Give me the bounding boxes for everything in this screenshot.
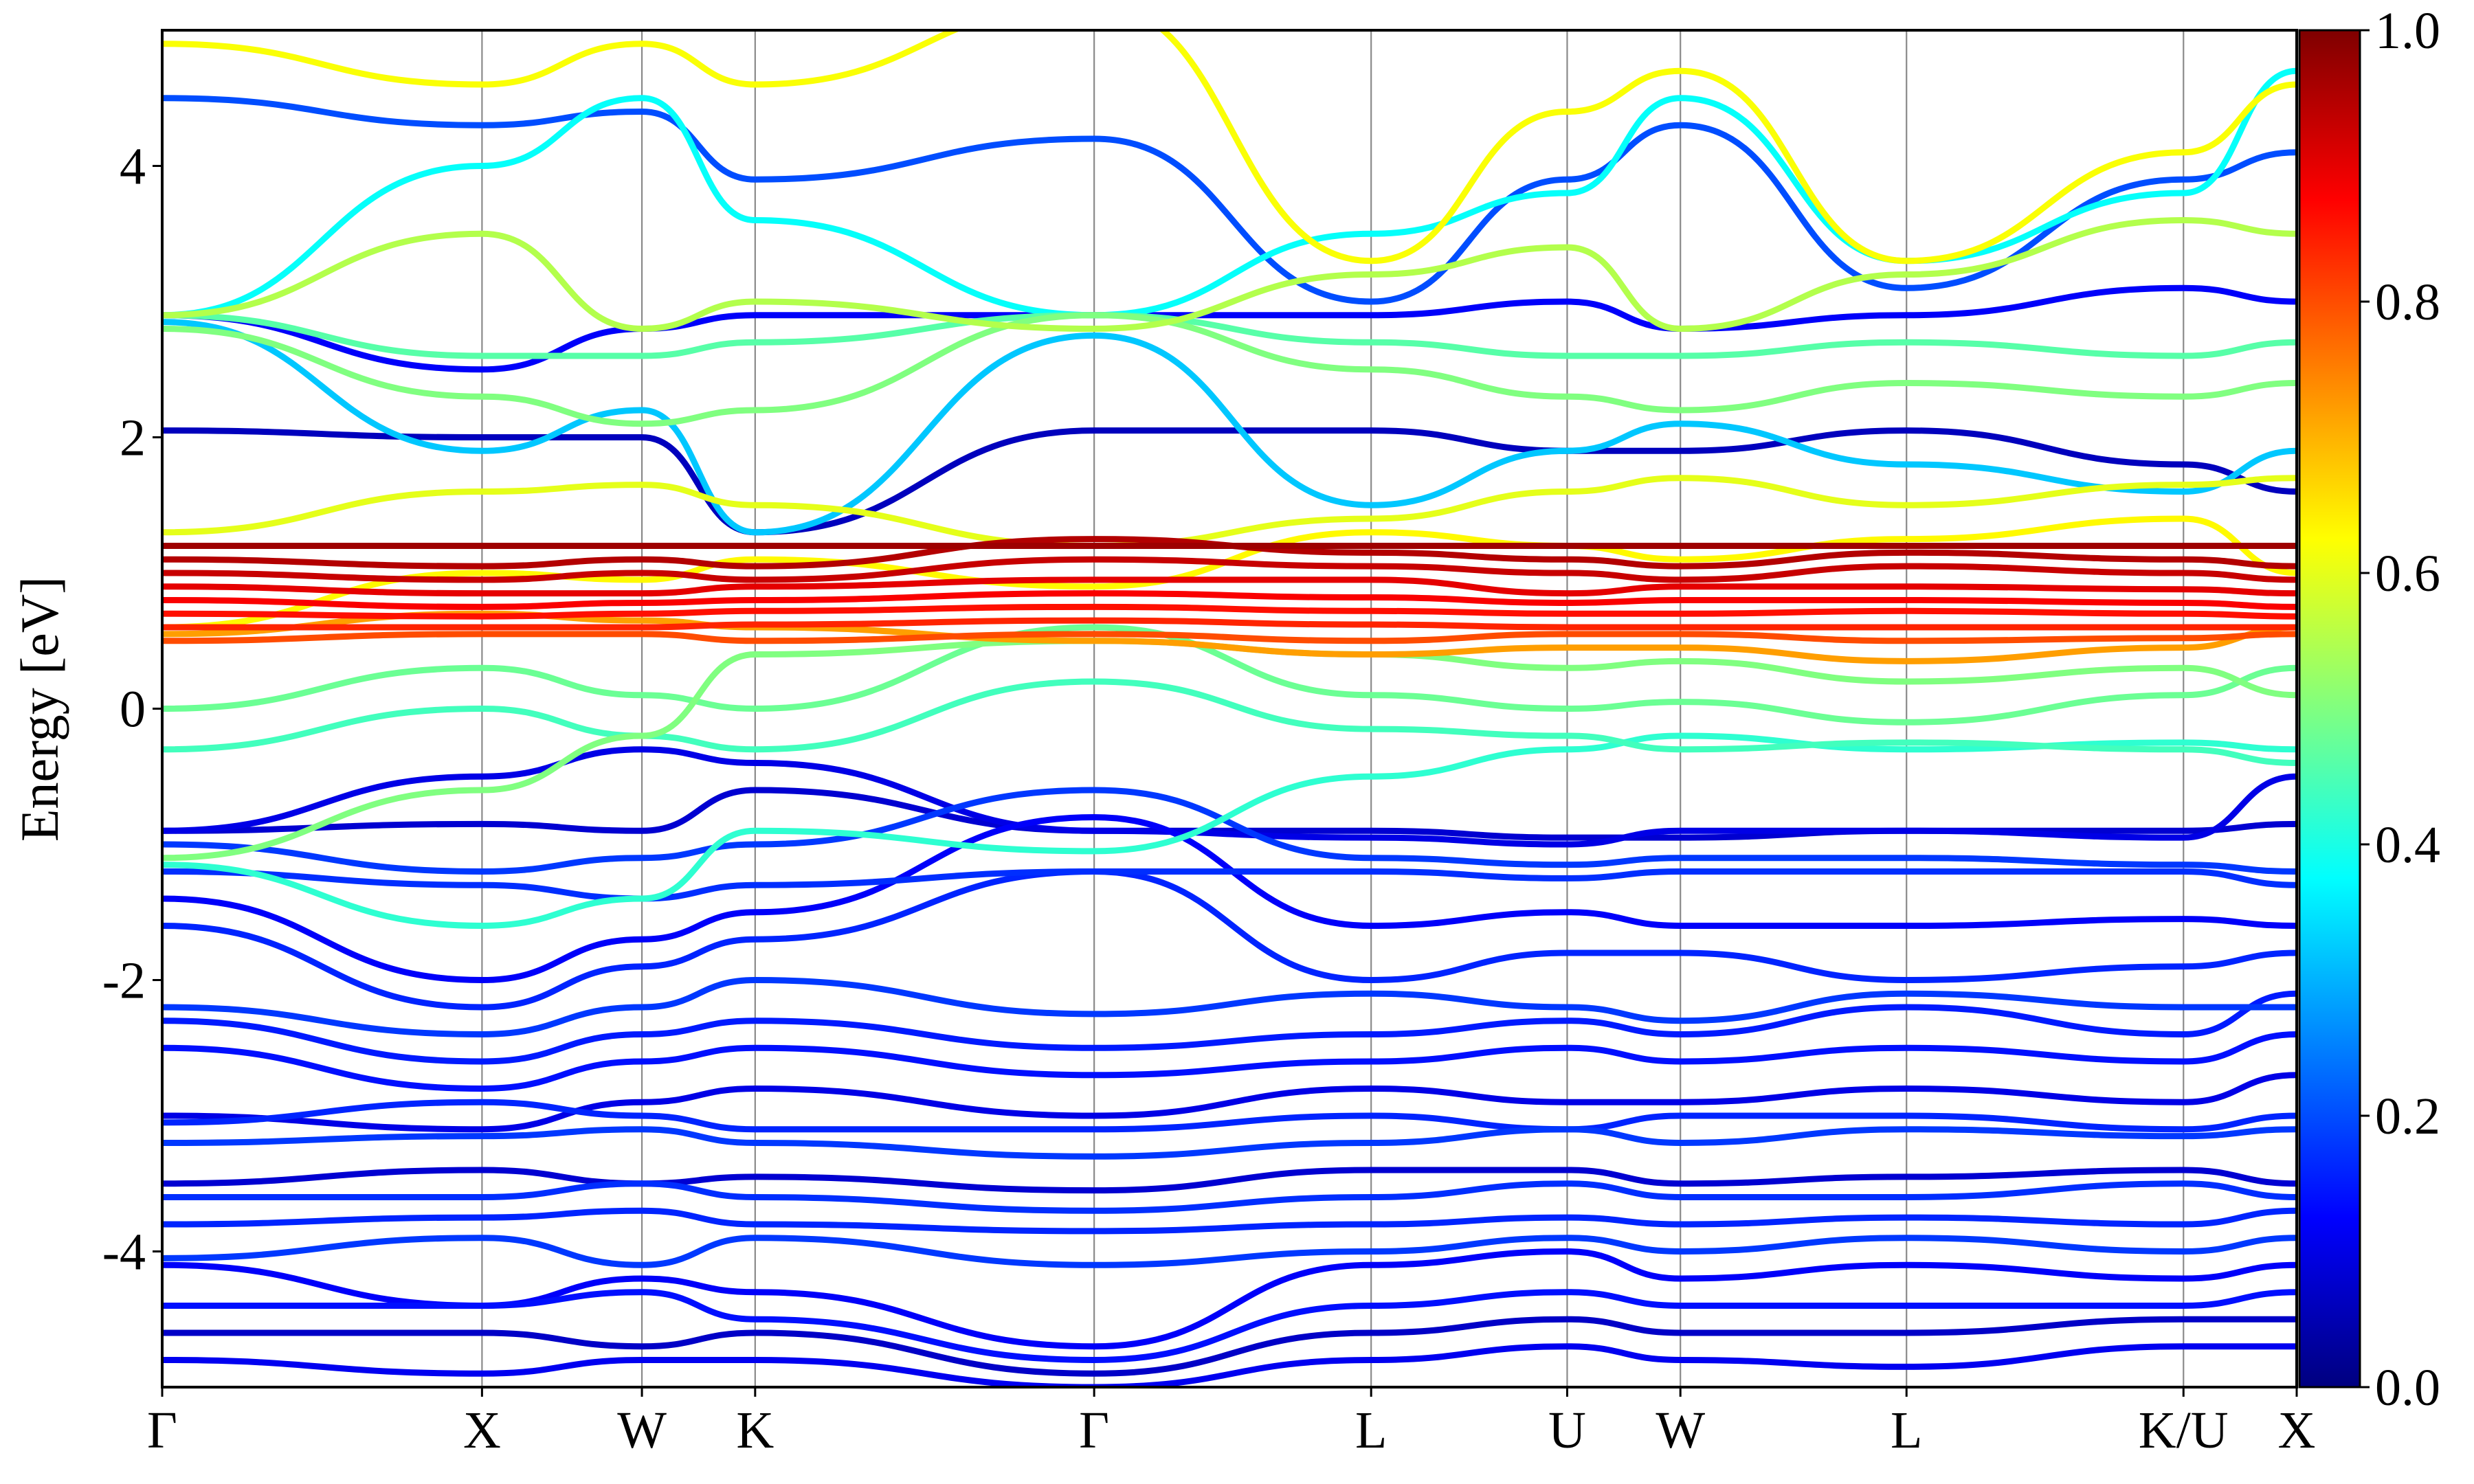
band-line xyxy=(162,556,2297,583)
band-line xyxy=(162,1248,2297,1350)
band-line xyxy=(162,990,2297,1065)
band-line xyxy=(162,1099,2297,1133)
band-line xyxy=(162,536,2297,570)
x-tick-label: X xyxy=(463,1402,501,1459)
x-tick-label: L xyxy=(1355,1402,1387,1459)
band-line xyxy=(162,95,2297,305)
y-axis: 4 2 0 -2 -4 xyxy=(102,138,162,1281)
colorbar-tick-label: 0.2 xyxy=(2375,1088,2440,1145)
band-line xyxy=(162,1316,2297,1377)
band-line xyxy=(162,319,2297,536)
band-line xyxy=(162,576,2297,597)
band-line xyxy=(162,868,2297,902)
band-line xyxy=(162,868,2297,1011)
colorbar xyxy=(2298,29,2361,1389)
y-tick-label: 4 xyxy=(120,138,146,196)
band-line xyxy=(162,1180,2297,1214)
band-line xyxy=(162,312,2297,359)
x-tick-label: L xyxy=(1891,1402,1922,1459)
band-line xyxy=(162,1126,2297,1160)
band-line xyxy=(162,814,2297,983)
x-tick-label: Γ xyxy=(147,1402,177,1459)
colorbar-tick-label: 0.6 xyxy=(2375,545,2440,603)
band-line xyxy=(162,1072,2297,1133)
y-tick-label: 0 xyxy=(120,681,146,739)
band-line xyxy=(162,977,2297,1037)
x-axis: Γ X W K Γ L U W L K/U X xyxy=(147,1387,2315,1459)
band-line xyxy=(162,1235,2297,1268)
band-line xyxy=(162,1289,2297,1363)
band-line xyxy=(162,603,2297,620)
x-tick-label: K/U xyxy=(2139,1402,2229,1459)
band-lines xyxy=(162,30,2297,1387)
x-tick-label: K xyxy=(736,1402,774,1459)
band-line xyxy=(162,787,2297,875)
band-line xyxy=(162,1343,2297,1387)
y-tick-label: 2 xyxy=(120,409,146,467)
x-tick-label: W xyxy=(617,1402,667,1459)
band-line xyxy=(162,631,2297,644)
y-axis-label: Energy [eV] xyxy=(10,576,69,842)
band-line xyxy=(162,732,2297,929)
colorbar-tick-label: 0.0 xyxy=(2375,1359,2440,1417)
colorbar-tick-label: 1.0 xyxy=(2375,2,2440,60)
x-tick-label: Γ xyxy=(1079,1402,1109,1459)
band-line xyxy=(162,217,2297,332)
band-line xyxy=(162,475,2297,549)
x-tick-label: U xyxy=(1548,1402,1586,1459)
band-line xyxy=(162,30,2297,265)
band-line xyxy=(162,312,2297,427)
band-line xyxy=(162,624,2297,726)
x-tick-label: X xyxy=(2278,1402,2316,1459)
y-tick-label: -4 xyxy=(102,1224,146,1281)
band-line xyxy=(162,590,2297,610)
band-line xyxy=(162,427,2297,536)
colorbar-axis: 0.0 0.2 0.4 0.6 0.8 1.0 xyxy=(2360,2,2440,1417)
band-line xyxy=(162,617,2297,631)
y-tick-label: -2 xyxy=(102,952,146,1010)
band-line xyxy=(162,1031,2297,1092)
colorbar-tick-label: 0.8 xyxy=(2375,273,2440,331)
band-line xyxy=(162,67,2297,319)
band-line xyxy=(162,1207,2297,1235)
band-line xyxy=(162,678,2297,766)
band-line xyxy=(162,1167,2297,1194)
colorbar-tick-label: 0.4 xyxy=(2375,816,2440,874)
x-tick-label: W xyxy=(1656,1402,1705,1459)
